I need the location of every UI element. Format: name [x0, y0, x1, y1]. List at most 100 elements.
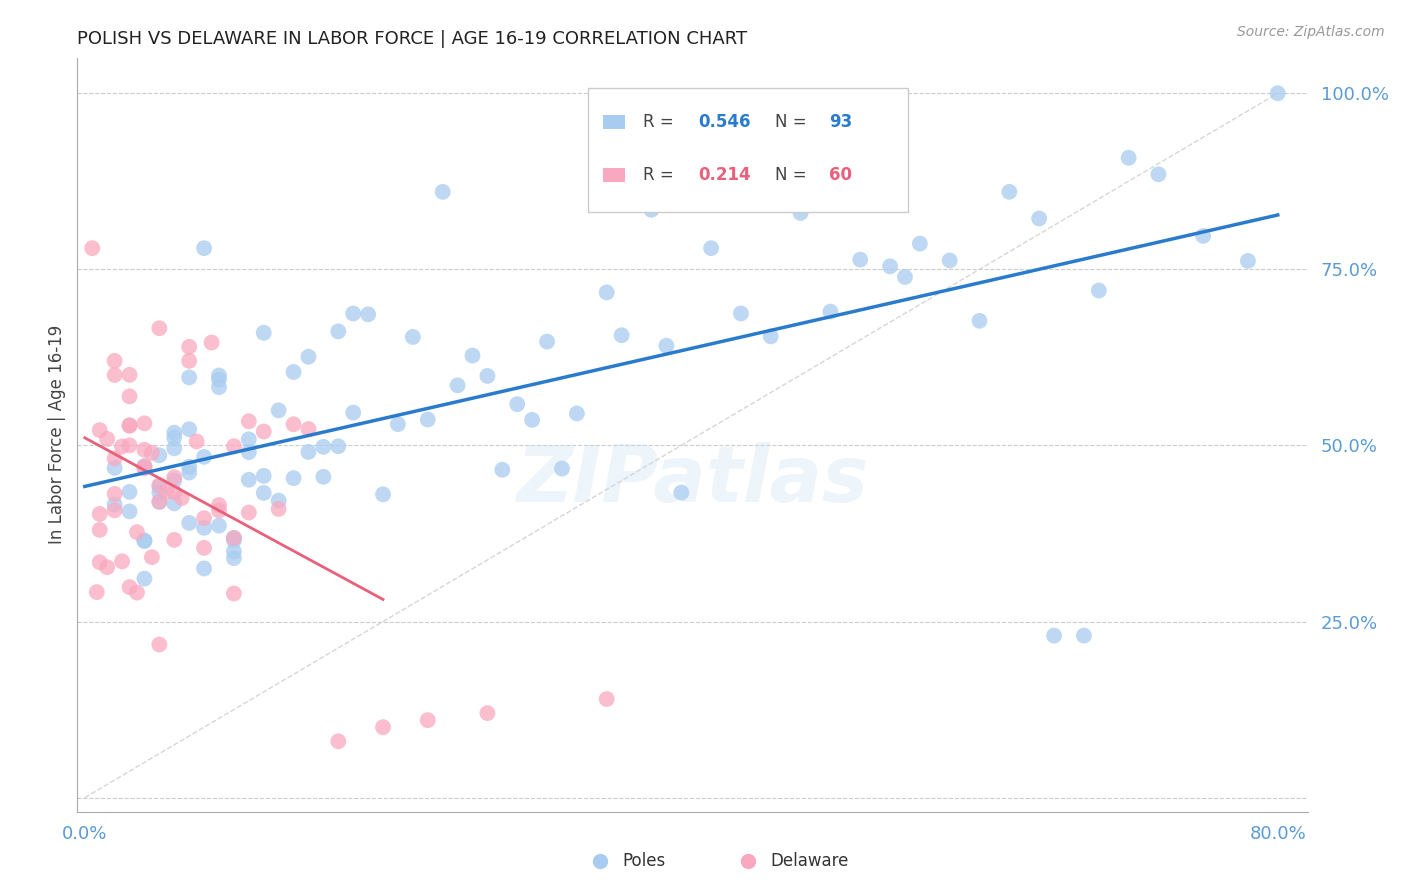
Point: [104, 451, 127, 466]
Point: [134, 459, 156, 474]
Point: [894, 269, 917, 284]
Point: [86, 585, 108, 599]
Point: [297, 445, 319, 459]
Point: [312, 440, 335, 454]
Point: [163, 533, 186, 547]
Point: [371, 487, 394, 501]
Point: [148, 448, 170, 462]
Point: [200, 335, 222, 350]
Point: [328, 439, 350, 453]
Point: [491, 463, 513, 477]
Point: [163, 431, 186, 445]
Point: [134, 417, 156, 431]
Text: ZIPatlas: ZIPatlas: [516, 442, 869, 518]
Point: [148, 480, 170, 494]
Point: [104, 354, 127, 368]
Text: 93: 93: [830, 113, 852, 131]
Text: N =: N =: [775, 166, 811, 184]
Point: [193, 521, 215, 535]
Point: [312, 470, 335, 484]
Point: [156, 484, 179, 499]
Point: [104, 487, 127, 501]
Point: [222, 531, 245, 545]
Point: [297, 350, 319, 364]
Text: 0.546: 0.546: [699, 113, 751, 131]
Point: [82, 241, 104, 255]
Point: [134, 461, 156, 475]
Point: [707, 837, 730, 851]
Point: [267, 502, 290, 516]
Point: [908, 236, 931, 251]
Point: [1237, 253, 1260, 268]
Point: [134, 533, 156, 548]
Point: [1192, 228, 1215, 243]
Point: [89, 555, 111, 569]
Point: [640, 202, 662, 217]
Point: [253, 425, 276, 439]
Point: [104, 503, 127, 517]
Point: [118, 389, 141, 403]
Point: [1267, 86, 1289, 100]
Point: [163, 474, 186, 488]
Point: [938, 253, 960, 268]
Point: [134, 458, 156, 473]
Point: [208, 380, 231, 394]
Point: [179, 370, 201, 384]
Point: [134, 533, 156, 548]
Point: [357, 307, 380, 321]
Text: Source: ZipAtlas.com: Source: ZipAtlas.com: [1237, 25, 1385, 39]
Point: [520, 413, 543, 427]
Point: [179, 340, 201, 354]
Point: [610, 328, 633, 343]
Point: [789, 206, 811, 220]
FancyBboxPatch shape: [603, 168, 624, 182]
Point: [170, 491, 193, 505]
Point: [148, 494, 170, 508]
Point: [402, 330, 425, 344]
Point: [969, 314, 991, 328]
Point: [238, 473, 260, 487]
Point: [134, 572, 156, 586]
Point: [477, 368, 499, 383]
Point: [89, 523, 111, 537]
Point: [297, 422, 319, 436]
Point: [222, 544, 245, 558]
Point: [208, 518, 231, 533]
Point: [186, 434, 208, 449]
Text: POLISH VS DELAWARE IN LABOR FORCE | AGE 16-19 CORRELATION CHART: POLISH VS DELAWARE IN LABOR FORCE | AGE …: [77, 30, 748, 48]
Point: [118, 418, 141, 433]
Point: [193, 541, 215, 555]
Point: [238, 414, 260, 428]
Point: [163, 496, 186, 510]
Point: [700, 241, 723, 255]
Point: [253, 326, 276, 340]
Point: [253, 486, 276, 500]
Point: [222, 586, 245, 600]
Point: [879, 260, 901, 274]
FancyBboxPatch shape: [603, 115, 624, 128]
Point: [118, 580, 141, 594]
Point: [820, 304, 842, 318]
Point: [222, 551, 245, 566]
Point: [111, 554, 134, 568]
Point: [104, 368, 127, 382]
Point: [208, 503, 231, 517]
Point: [148, 485, 170, 500]
Point: [141, 550, 163, 565]
Point: [371, 720, 394, 734]
Point: [998, 185, 1021, 199]
Point: [342, 306, 364, 320]
Point: [238, 445, 260, 459]
Point: [163, 425, 186, 440]
Point: [222, 531, 245, 545]
Point: [328, 325, 350, 339]
Point: [222, 533, 245, 548]
Point: [193, 450, 215, 464]
Point: [118, 504, 141, 518]
Point: [1147, 167, 1170, 181]
Point: [1028, 211, 1050, 226]
Point: [118, 484, 141, 499]
Point: [125, 525, 148, 540]
Point: [238, 432, 260, 446]
Point: [432, 185, 454, 199]
